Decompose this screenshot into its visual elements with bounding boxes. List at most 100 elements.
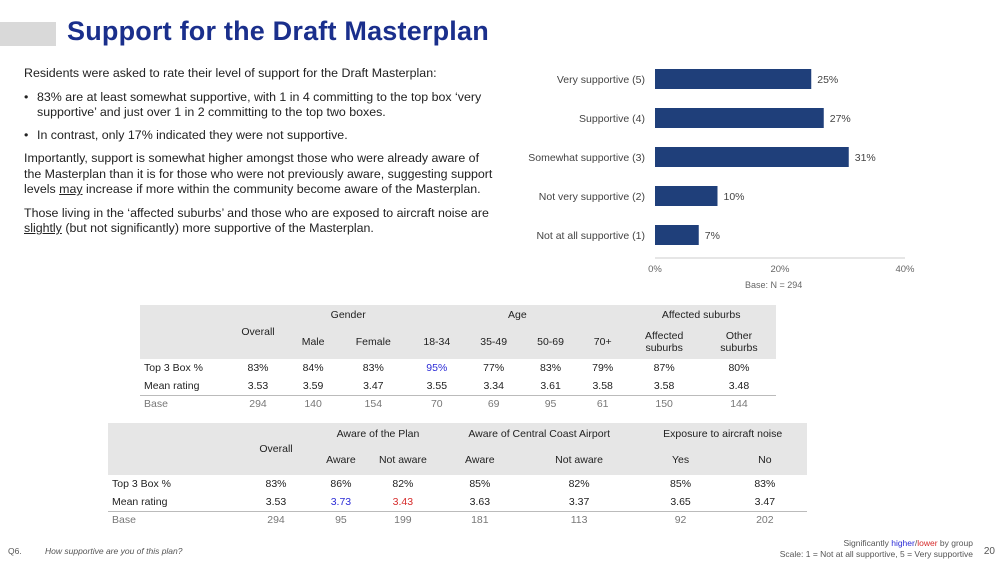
table-cell: 69 — [465, 394, 523, 413]
table-cell: 84% — [302, 362, 324, 374]
table-cell: 202 — [722, 510, 807, 529]
sig-higher: higher — [891, 538, 915, 548]
data-label: 31% — [855, 152, 876, 164]
table-cell: 95 — [522, 394, 579, 413]
bar — [655, 69, 812, 89]
table-cell: 140 — [288, 394, 339, 413]
para2-underlined: slightly — [24, 221, 62, 235]
table-cell: 294 — [236, 510, 316, 529]
bar — [655, 225, 699, 245]
col-aware: Aware — [326, 454, 356, 466]
table-cell: 70 — [408, 394, 466, 413]
paragraph-awareness: Importantly, support is somewhat higher … — [24, 151, 493, 196]
page-title: Support for the Draft Masterplan — [67, 16, 489, 46]
table-cell: 95% — [426, 362, 448, 374]
sig-slash: / — [914, 538, 918, 548]
table-cell: 113 — [519, 510, 639, 529]
table-row: Top 3 Box % 83% 84% 83% 95% 77% 83% 79% 87% 80% — [140, 359, 776, 377]
body-text: Residents were asked to rate their level… — [24, 66, 494, 245]
table-gender-age-suburbs: Overall Gender Age Affected suburbs Male… — [140, 305, 776, 413]
table-cell: 3.47 — [754, 495, 776, 508]
category-label: Supportive (4) — [579, 113, 645, 125]
col-50-69: 50-69 — [537, 336, 564, 348]
category-label: Not at all supportive (1) — [536, 230, 645, 242]
table-cell: 95 — [316, 510, 366, 529]
table-cell: 181 — [439, 510, 520, 529]
table-cell: 82% — [568, 478, 590, 490]
bar — [655, 186, 718, 206]
col-18-34: 18-34 — [423, 336, 451, 348]
intro-text: Residents were asked to rate their level… — [24, 66, 437, 80]
row-label: Base — [108, 510, 236, 529]
table-cell: 3.59 — [302, 379, 324, 392]
table-cell: 83% — [754, 478, 776, 490]
table-row: Mean rating 3.53 3.59 3.47 3.55 3.34 3.61 3.58 3… — [140, 377, 776, 395]
table-corner — [140, 305, 228, 359]
col-female: Female — [355, 336, 391, 348]
category-label: Not very supportive (2) — [539, 191, 645, 203]
sig-suffix: by group — [937, 538, 973, 548]
col-aware: Aware — [465, 454, 495, 466]
table-row: Base 294 95 199 181 113 92 202 — [108, 510, 807, 529]
category-label: Somewhat supportive (3) — [528, 152, 645, 164]
row-label: Top 3 Box % — [112, 478, 171, 490]
group-affected: Affected suburbs — [661, 309, 741, 321]
table-row: Base 294 140 154 70 69 95 61 150 144 — [140, 394, 776, 413]
table-cell: 92 — [638, 510, 723, 529]
table-cell: 150 — [626, 394, 702, 413]
table-cell: 199 — [365, 510, 440, 529]
col-overall: Overall — [259, 443, 293, 455]
scale-note: Scale: 1 = Not at all supportive, 5 = Ve… — [779, 549, 973, 559]
col-overall: Overall — [241, 326, 275, 338]
data-label: 7% — [705, 230, 720, 242]
group-aware-plan: Aware of the Plan — [336, 428, 420, 440]
col-not-aware: Not aware — [378, 454, 427, 466]
data-label: 10% — [724, 191, 745, 203]
group-gender: Gender — [330, 309, 366, 321]
table-cell: 61 — [579, 394, 627, 413]
page-number: 20 — [983, 546, 995, 557]
table-cell: 3.34 — [483, 379, 504, 392]
bar — [655, 147, 849, 167]
bullet-item: In contrast, only 17% indicated they wer… — [24, 128, 494, 144]
table-cell: 83% — [540, 362, 562, 374]
table-cell: 154 — [338, 394, 409, 413]
table-cell: 87% — [653, 362, 675, 374]
table-cell: 3.65 — [670, 495, 691, 508]
col-male: Male — [301, 336, 325, 348]
table-cell: 3.55 — [426, 379, 448, 392]
col-35-49: 35-49 — [480, 336, 508, 348]
category-label: Very supportive (5) — [557, 74, 645, 86]
support-bar-chart: Very supportive (5) 25% Supportive (4) 27% S… — [528, 69, 915, 275]
col-no: No — [758, 454, 772, 466]
group-age: Age — [508, 309, 527, 321]
bullet-list: 83% are at least somewhat supportive, wi… — [24, 90, 494, 144]
tick-label: 20% — [770, 264, 790, 275]
table-cell: 144 — [701, 394, 776, 413]
table-cell: 294 — [228, 394, 288, 413]
col-yes: Yes — [671, 454, 690, 466]
question-text: How supportive are you of this plan? — [45, 546, 183, 556]
table-cell: 80% — [728, 362, 750, 374]
table-cell: 3.53 — [247, 379, 269, 392]
table-awareness-exposure: Overall Aware of the Plan Aware of Centr… — [108, 423, 807, 529]
table-cell: 3.73 — [330, 495, 352, 508]
table-cell: 3.37 — [568, 495, 590, 508]
col-affected-suburbs: Affected suburbs — [644, 330, 684, 354]
table-cell: 79% — [592, 362, 614, 374]
significance-legend: Significantly higher/lower by group Scal… — [780, 538, 973, 560]
table-cell: 83% — [265, 478, 287, 490]
table-cell: 77% — [483, 362, 505, 374]
table-cell: 3.58 — [653, 379, 675, 392]
question-number: Q6. — [8, 546, 22, 556]
data-label: 25% — [817, 74, 838, 86]
table-cell: 3.48 — [728, 379, 750, 392]
row-label: Base — [140, 394, 228, 413]
tick-label: 0% — [648, 264, 662, 275]
table-cell: 3.53 — [265, 495, 287, 508]
sig-prefix: Significantly — [843, 538, 892, 548]
table-cell: 83% — [247, 362, 269, 374]
table-cell: 3.58 — [592, 379, 613, 392]
title-accent-bar — [0, 22, 56, 46]
sig-lower: lower — [917, 538, 938, 548]
